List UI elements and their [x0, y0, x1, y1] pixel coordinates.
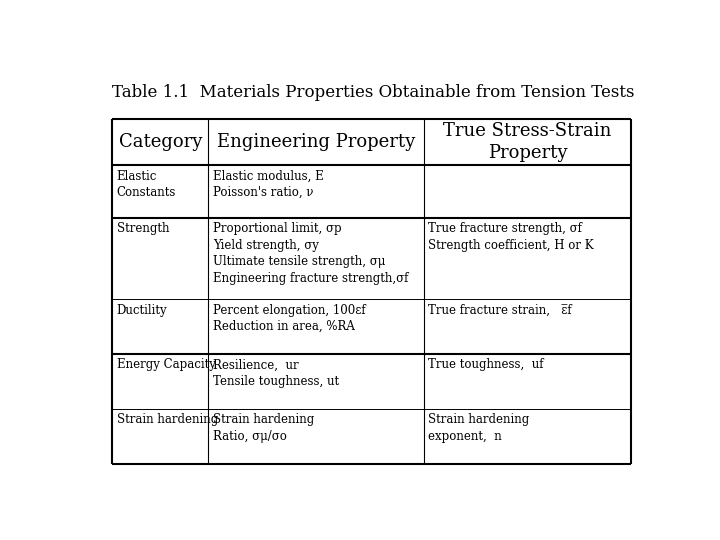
- Text: Category: Category: [119, 133, 202, 151]
- Text: Resilience,  ur
Tensile toughness, ut: Resilience, ur Tensile toughness, ut: [213, 359, 339, 388]
- Text: Energy Capacity: Energy Capacity: [117, 359, 216, 372]
- Text: True Stress-Strain
Property: True Stress-Strain Property: [444, 122, 612, 162]
- Text: Engineering Property: Engineering Property: [217, 133, 415, 151]
- Text: True toughness,  uf: True toughness, uf: [428, 359, 544, 372]
- Text: True fracture strain,   ε̅f: True fracture strain, ε̅f: [428, 303, 572, 316]
- Text: Strain hardening
exponent,  n: Strain hardening exponent, n: [428, 413, 529, 443]
- Text: Elastic modulus, E
Poisson's ratio, ν: Elastic modulus, E Poisson's ratio, ν: [213, 170, 323, 199]
- Text: Elastic
Constants: Elastic Constants: [117, 170, 176, 199]
- Text: True fracture strength, σf
Strength coefficient, H or K: True fracture strength, σf Strength coef…: [428, 222, 594, 252]
- Text: Strain hardening
Ratio, σμ/σo: Strain hardening Ratio, σμ/σo: [213, 413, 314, 443]
- Text: Ductility: Ductility: [117, 303, 168, 316]
- Text: Table 1.1  Materials Properties Obtainable from Tension Tests: Table 1.1 Materials Properties Obtainabl…: [112, 84, 635, 100]
- Text: Strain hardening: Strain hardening: [117, 413, 218, 426]
- Text: Proportional limit, σp
Yield strength, σy
Ultimate tensile strength, σμ
Engineer: Proportional limit, σp Yield strength, σ…: [213, 222, 408, 285]
- Text: Percent elongation, 100εf
Reduction in area, %RA: Percent elongation, 100εf Reduction in a…: [213, 303, 366, 333]
- Text: Strength: Strength: [117, 222, 169, 235]
